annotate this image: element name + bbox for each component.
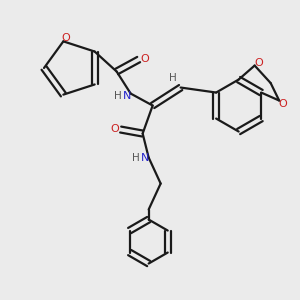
Text: H: H bbox=[114, 91, 122, 100]
Text: O: O bbox=[110, 124, 119, 134]
Text: N: N bbox=[140, 152, 149, 163]
Text: H: H bbox=[169, 73, 176, 82]
Text: N: N bbox=[122, 91, 131, 100]
Text: O: O bbox=[140, 53, 149, 64]
Text: O: O bbox=[61, 33, 70, 43]
Text: O: O bbox=[279, 98, 287, 109]
Text: H: H bbox=[132, 152, 140, 163]
Text: O: O bbox=[254, 58, 263, 68]
